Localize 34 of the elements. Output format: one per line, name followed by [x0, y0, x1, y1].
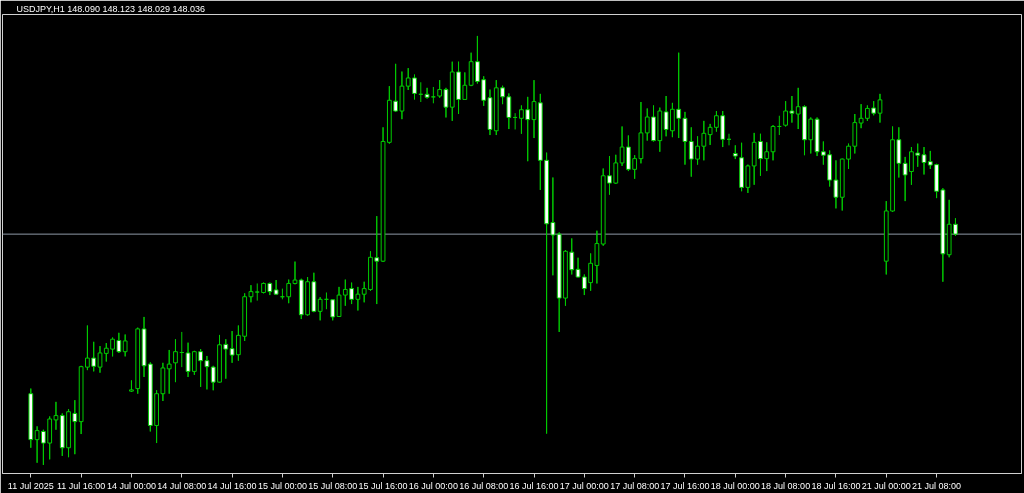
- candlestick: [273, 279, 279, 296]
- candlestick: [166, 349, 172, 395]
- x-tick-label: 17 Jul 08:00: [610, 480, 660, 491]
- x-tick-label: 16 Jul 16:00: [509, 480, 559, 491]
- candlestick: [173, 338, 178, 383]
- x-tick-label: 14 Jul 16:00: [207, 480, 257, 491]
- candlestick: [254, 282, 260, 302]
- candlestick: [506, 92, 512, 130]
- x-tick-label: 16 Jul 00:00: [408, 480, 458, 491]
- candlestick: [883, 200, 889, 275]
- candlestick: [317, 296, 323, 321]
- candlestick: [28, 388, 34, 449]
- x-tick-label: 17 Jul 00:00: [559, 480, 609, 491]
- candlestick: [732, 144, 738, 160]
- candlestick: [129, 379, 134, 393]
- candlestick: [204, 355, 210, 390]
- x-tick-label: 15 Jul 00:00: [257, 480, 307, 491]
- candlestick: [122, 334, 128, 357]
- x-tick-label: 18 Jul 00:00: [710, 480, 760, 491]
- x-tick-label: 21 Jul 00:00: [861, 480, 911, 491]
- x-tick-label: 11 Jul 2025: [7, 480, 54, 491]
- chart-title: USDJPY,H1 148.090 148.123 148.029 148.036: [16, 3, 205, 14]
- x-tick-label: 18 Jul 16:00: [811, 480, 861, 491]
- x-tick-label: 11 Jul 16:00: [56, 480, 106, 491]
- x-tick-label: 15 Jul 08:00: [308, 480, 358, 491]
- x-tick-label: 21 Jul 08:00: [912, 480, 962, 491]
- x-tick-label: 15 Jul 16:00: [358, 480, 408, 491]
- x-tick-label: 17 Jul 16:00: [660, 480, 710, 491]
- x-tick-label: 16 Jul 08:00: [459, 480, 509, 491]
- candlestick: [852, 113, 858, 154]
- x-tick-label: 18 Jul 08:00: [761, 480, 811, 491]
- x-tick-label: 14 Jul 00:00: [106, 480, 156, 491]
- candlestick: [701, 120, 707, 161]
- x-tick-label: 14 Jul 08:00: [157, 480, 207, 491]
